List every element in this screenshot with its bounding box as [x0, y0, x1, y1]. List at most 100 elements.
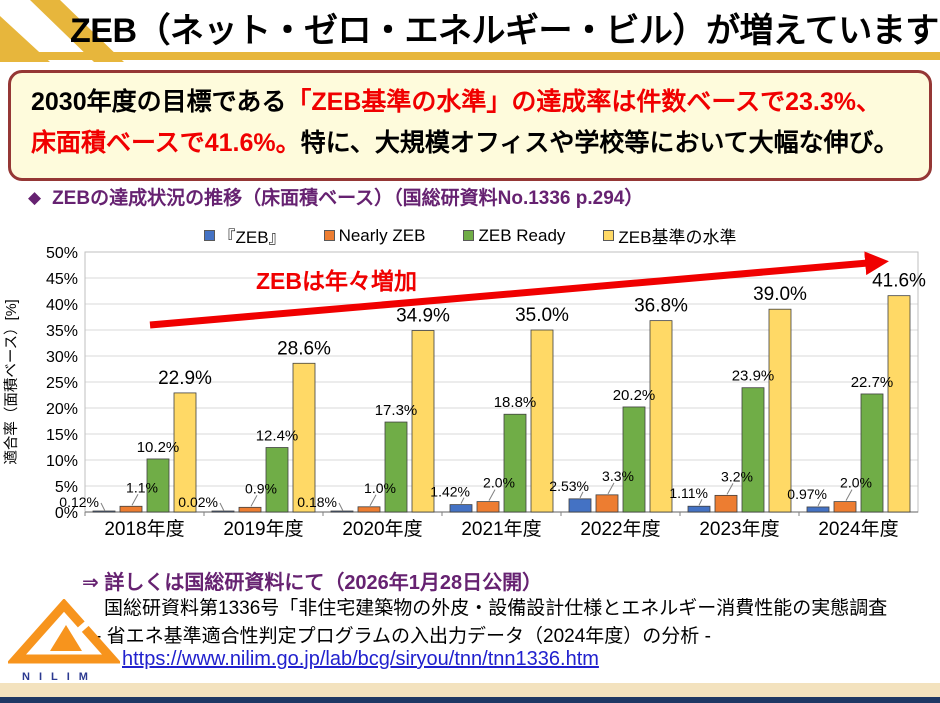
- bar-label: 22.9%: [158, 368, 212, 389]
- bar-label: 22.7%: [851, 374, 894, 391]
- legend-marker-icon: [603, 230, 615, 241]
- nilim-logo-text: NILIM: [22, 671, 97, 683]
- chart-legend: 『ZEB』 Nearly ZEB ZEB Ready ZEB基準の水準: [0, 223, 940, 248]
- diamond-bullet-icon: ◆: [28, 188, 42, 207]
- svg-text:2023年度: 2023年度: [699, 518, 779, 540]
- bar: [568, 498, 592, 513]
- bar: [292, 362, 316, 513]
- achievement-bar-chart: 0% 5% 10% 15% 20% 25% 30% 35% 40% 45% 50% 適合率（面積ベース…: [2, 245, 926, 540]
- legend-label: 『ZEB』: [218, 228, 286, 247]
- legend-marker-icon: [323, 230, 335, 241]
- bar-label: 17.3%: [375, 402, 418, 419]
- bar: [357, 506, 381, 513]
- svg-text:2021年度: 2021年度: [461, 518, 541, 540]
- bar: [622, 406, 646, 513]
- bar: [146, 458, 170, 513]
- trend-annotation: ZEBは年々増加: [256, 268, 417, 294]
- svg-text:2018年度: 2018年度: [104, 518, 184, 540]
- bar-label: 3.2%: [721, 468, 753, 484]
- source-url-link[interactable]: https://www.nilim.go.jp/lab/bcg/siryou/t…: [122, 648, 599, 670]
- release-notice: ⇒ 詳しくは国総研資料にて（2026年1月28日公開）: [82, 572, 543, 594]
- svg-text:50%: 50%: [46, 245, 78, 262]
- bar-label: 18.8%: [494, 394, 537, 411]
- bar-label: 1.42%: [430, 484, 470, 500]
- summary-callout-box: 2030年度の目標である「ZEB基準の水準」の達成率は件数ベースで23.3%、 …: [8, 70, 932, 181]
- bar: [173, 392, 197, 513]
- section-heading-text: ZEBの達成状況の推移（床面積ベース）（国総研資料No.1336 p.294）: [52, 188, 644, 209]
- svg-text:2020年度: 2020年度: [342, 518, 422, 540]
- bar-label: 1.11%: [669, 485, 708, 501]
- bar-label: 34.9%: [396, 306, 450, 327]
- bar-label: 10.2%: [137, 439, 180, 456]
- bar: [330, 510, 354, 513]
- title-underline-bar: [0, 52, 940, 60]
- svg-text:2019年度: 2019年度: [223, 518, 303, 540]
- callout-line2: 床面積ベースで41.6%。特に、大規模オフィスや学校等において大幅な伸び。: [31, 123, 915, 164]
- bar: [833, 501, 857, 513]
- bar: [411, 330, 435, 513]
- trend-arrow: [149, 251, 889, 329]
- svg-text:2022年度: 2022年度: [580, 518, 660, 540]
- legend-item-zeb-standard: ZEB基準の水準: [603, 223, 736, 248]
- bar: [687, 505, 711, 513]
- svg-text:35%: 35%: [46, 323, 78, 340]
- svg-text:適合率（面積ベース）[%]: 適合率（面積ベース）[%]: [2, 299, 20, 464]
- bar-label: 23.9%: [732, 368, 775, 385]
- bar-label: 0.12%: [59, 494, 99, 510]
- legend-marker-icon: [203, 230, 215, 241]
- bar: [887, 295, 911, 513]
- bar: [211, 510, 235, 513]
- bar: [714, 494, 738, 513]
- section-heading: ◆ ZEBの達成状況の推移（床面積ベース）（国総研資料No.1336 p.294）: [28, 183, 643, 210]
- footer-accent-strip-cream: [0, 683, 940, 697]
- bar-label: 1.1%: [126, 479, 158, 495]
- bar: [503, 413, 527, 513]
- callout-red-text: 床面積ベースで41.6%。: [31, 129, 301, 157]
- legend-item-zeb-ready: ZEB Ready: [463, 226, 565, 246]
- corner-triangle-decoration-icon: [0, 0, 124, 62]
- legend-label: Nearly ZEB: [338, 225, 426, 245]
- svg-text:5%: 5%: [55, 479, 78, 496]
- callout-line1: 2030年度の目標である「ZEB基準の水準」の達成率は件数ベースで23.3%、: [31, 82, 915, 123]
- bar-label: 39.0%: [753, 284, 807, 305]
- svg-text:15%: 15%: [46, 427, 78, 444]
- bar: [860, 393, 884, 513]
- bar-label: 0.9%: [245, 480, 277, 496]
- bar: [595, 494, 619, 513]
- bar-label: 0.02%: [178, 494, 218, 510]
- bar-label: 12.4%: [256, 428, 299, 445]
- bar: [449, 504, 473, 513]
- bar: [649, 320, 673, 513]
- bar-label: 35.0%: [515, 305, 569, 326]
- legend-item-nearly-zeb: Nearly ZEB: [323, 225, 426, 246]
- source-line2: - 省エネ基準適合性判定プログラムの入出力データ（2024年度）の分析 -: [95, 626, 711, 647]
- bar-label: 41.6%: [872, 271, 926, 292]
- page-title: ZEB（ネット・ゼロ・エネルギー・ビル）が増えています: [70, 12, 939, 50]
- svg-text:20%: 20%: [46, 401, 78, 418]
- bar-label: 28.6%: [277, 338, 331, 359]
- bar: [806, 506, 830, 513]
- callout-black-text: 特に、大規模オフィスや学校等において大幅な伸び。: [300, 129, 899, 157]
- bar-label: 2.53%: [549, 478, 589, 494]
- bar: [119, 505, 143, 513]
- bar-label: 0.18%: [297, 494, 337, 510]
- footer-accent-strip-navy: [0, 697, 940, 703]
- bar-label: 3.3%: [602, 468, 634, 484]
- callout-red-text: 「ZEB基準の水準」の達成率は件数ベースで23.3%、: [286, 88, 882, 116]
- data-labels: [100, 482, 853, 512]
- source-citation: 国総研資料第1336号「非住宅建築物の外皮・設備設計仕様とエネルギー消費性能の実…: [95, 595, 887, 651]
- svg-text:25%: 25%: [46, 375, 78, 392]
- bar-label: 1.0%: [364, 480, 396, 496]
- svg-text:2024年度: 2024年度: [818, 518, 898, 540]
- bar: [476, 501, 500, 513]
- bar: [384, 421, 408, 513]
- source-line1: 国総研資料第1336号「非住宅建築物の外皮・設備設計仕様とエネルギー消費性能の実…: [104, 598, 888, 619]
- bar: [768, 308, 792, 513]
- bar: [92, 510, 116, 513]
- bar-label: 36.8%: [634, 296, 688, 317]
- svg-text:30%: 30%: [46, 349, 78, 366]
- legend-label: ZEB基準の水準: [618, 228, 737, 247]
- bar-label: 0.97%: [787, 486, 827, 502]
- nilim-triangle-icon: [5, 598, 123, 664]
